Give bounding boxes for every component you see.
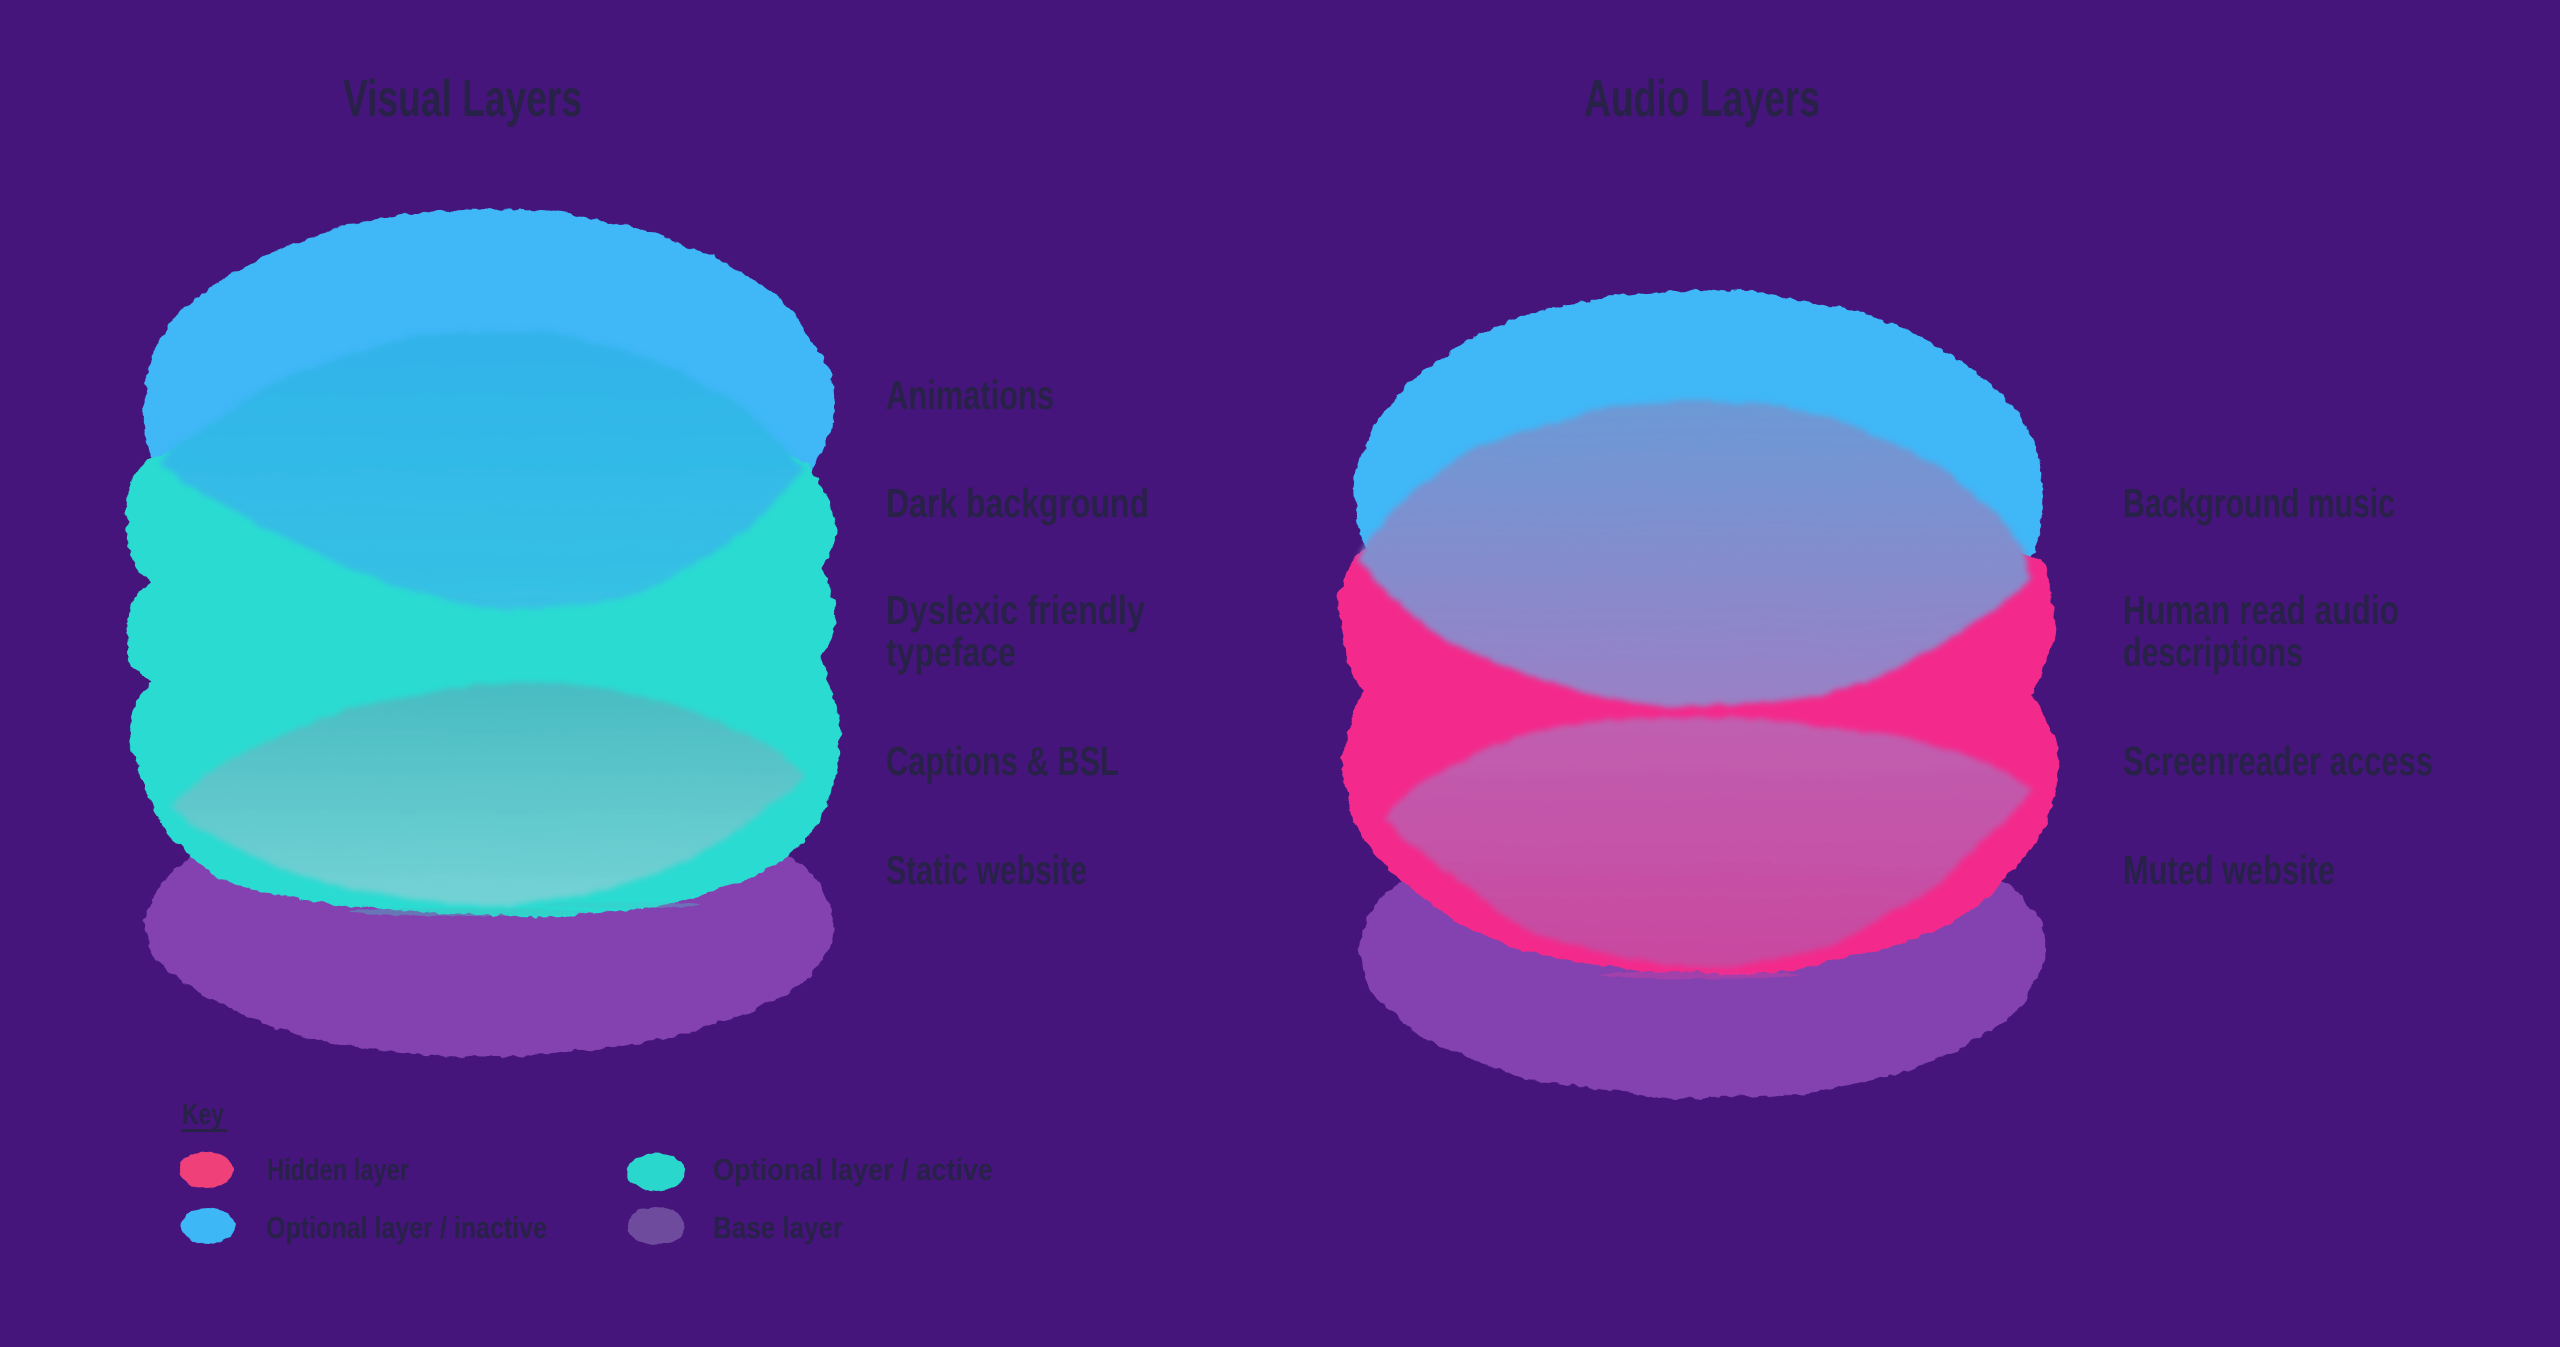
svg-text:Dark background: Dark background: [886, 480, 1149, 526]
svg-text:Optional layer / active: Optional layer / active: [713, 1152, 993, 1187]
svg-text:typeface: typeface: [886, 629, 1016, 675]
svg-text:Hidden layer: Hidden layer: [267, 1152, 409, 1187]
svg-text:Static website: Static website: [886, 847, 1087, 893]
svg-text:Captions & BSL: Captions & BSL: [886, 738, 1119, 784]
svg-text:Screenreader access: Screenreader access: [2123, 738, 2433, 784]
svg-text:Base layer: Base layer: [713, 1210, 843, 1245]
svg-text:descriptions: descriptions: [2123, 629, 2303, 675]
svg-text:Key: Key: [182, 1098, 224, 1131]
svg-text:Optional layer / inactive: Optional layer / inactive: [266, 1210, 547, 1245]
svg-text:Dyslexic friendly: Dyslexic friendly: [886, 587, 1145, 633]
svg-text:Human read audio: Human read audio: [2123, 587, 2399, 633]
svg-text:Animations: Animations: [886, 372, 1054, 418]
svg-text:Audio Layers: Audio Layers: [1584, 70, 1820, 128]
svg-text:Visual Layers: Visual Layers: [343, 70, 582, 128]
svg-text:Muted website: Muted website: [2123, 847, 2335, 893]
svg-text:Background music: Background music: [2123, 480, 2395, 526]
